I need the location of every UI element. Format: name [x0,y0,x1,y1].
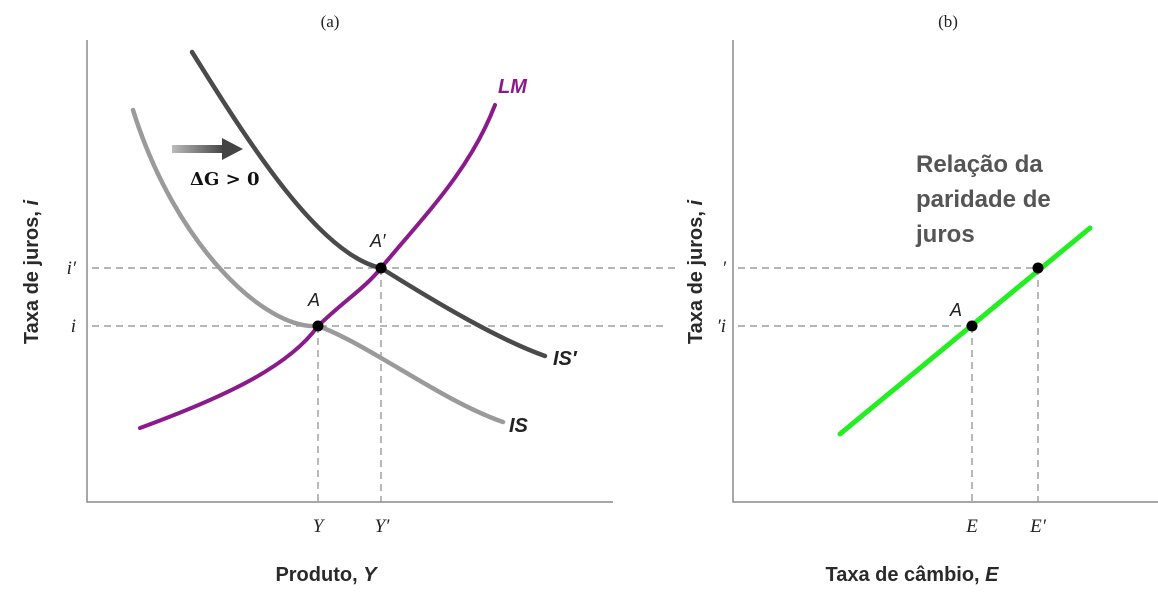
parity-note-line-1: Relação da [916,151,1043,178]
panel-b-x-axis-var: E [985,564,999,586]
point-a-prime-label: A′ [369,231,386,251]
point-b-a-prime [1032,262,1044,274]
tick-b-i: ′i [717,316,726,337]
panel-b-x-axis-text: Taxa de câmbio, [825,564,985,586]
tick-e-prime: E′ [1029,516,1047,537]
is-label: IS [509,415,529,437]
panel-a-label: (a) [321,12,340,31]
point-b-a-label: A [949,300,962,320]
shift-arrow [172,138,243,160]
panel-b-y-axis-text: Taxa de juros, [685,205,707,344]
point-a-prime [375,262,387,274]
shift-arrow-head [222,138,243,160]
tick-e: E [965,516,978,537]
tick-y-prime: Y′ [375,516,391,537]
panel-a-y-axis-text: Taxa de juros, [21,205,43,344]
shift-arrow-shaft [172,145,224,153]
panel-b-label: (b) [938,12,958,31]
panel-a: (a) i′ i Y Y′ Taxa de juros, i Produto, … [21,12,680,586]
tick-i-prime: i′ [67,258,77,279]
panel-a-y-axis-var: i [21,199,43,205]
panel-a-y-axis-title: Taxa de juros, i [21,199,43,344]
point-a-label: A [307,290,320,310]
tick-b-i-prime: ′ [722,258,727,279]
shift-label: ΔG > 0 [190,169,259,190]
panel-b: (b) ′ ′i E E′ Taxa de juros, i Taxa de c… [685,12,1158,586]
point-b-a [966,320,978,332]
parity-line [837,225,1093,437]
panel-a-x-axis-title: Produto, Y [275,564,378,586]
panel-a-x-axis-var: Y [363,564,378,586]
parity-note-line-2: paridade de [916,186,1051,213]
panel-b-axes [732,40,1158,503]
is-prime-curve [189,49,548,359]
panel-b-x-axis-title: Taxa de câmbio, E [825,564,999,586]
panel-b-y-axis-var: i [685,199,707,205]
lm-label: LM [498,76,528,98]
panel-a-x-axis-text: Produto, [275,564,363,586]
panel-a-axes [86,40,613,503]
point-a [312,320,324,332]
parity-note-line-3: juros [915,221,975,248]
is-prime-label: IS′ [553,348,578,370]
panel-b-y-axis-title: Taxa de juros, i [685,199,707,344]
lm-curve [138,103,497,430]
tick-i: i [71,316,76,337]
tick-y: Y [313,516,326,537]
